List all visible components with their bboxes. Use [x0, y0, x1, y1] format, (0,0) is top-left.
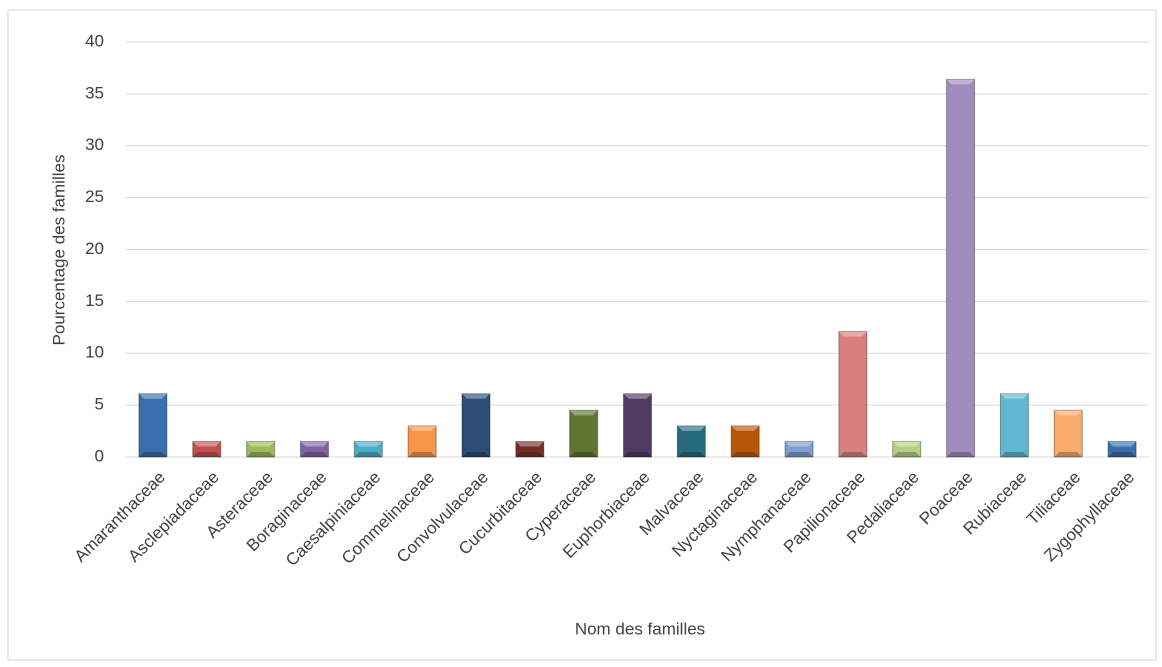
y-axis-label: Pourcentage des familles [49, 155, 68, 346]
bar [192, 440, 222, 458]
bar-bevel [192, 441, 221, 447]
bar [246, 440, 276, 458]
bar [730, 425, 760, 458]
bar-bevel [461, 393, 490, 399]
bar-bevel [785, 441, 814, 447]
y-tick-label: 10 [85, 343, 104, 362]
bar-bevel [892, 441, 921, 447]
bar [138, 393, 168, 458]
bar-bevel [838, 331, 867, 337]
bar [461, 393, 491, 458]
bar-bevel [677, 425, 706, 431]
bar-bevel [1054, 452, 1083, 457]
bar-bevel [138, 452, 167, 457]
bar [623, 393, 652, 458]
bar-bevel [246, 452, 275, 457]
bar-bevel [785, 452, 814, 457]
bar-bevel [623, 452, 652, 457]
bar [569, 409, 599, 458]
bar [676, 425, 706, 458]
bar-bevel [731, 425, 760, 431]
chart-border [7, 9, 1157, 661]
bar [353, 440, 383, 458]
bar-bevel [1000, 393, 1029, 399]
bar [299, 440, 329, 458]
bar-bevel [408, 425, 437, 431]
bar-bevel [569, 410, 598, 416]
bar-bevel [138, 393, 167, 399]
bar-bevel [354, 452, 383, 457]
bar-bevel [623, 393, 652, 399]
bar [946, 78, 976, 458]
bar [838, 330, 868, 458]
bar-bevel [838, 452, 867, 457]
bar-bevel [1000, 452, 1029, 457]
y-tick-label: 30 [85, 135, 104, 154]
bar [892, 440, 922, 458]
bar-bevel [569, 452, 598, 457]
bar-bevel [515, 452, 544, 457]
bar-bevel [300, 441, 329, 447]
bar-bevel [354, 441, 383, 447]
bar-bevel [1108, 452, 1137, 457]
bar-bevel [408, 452, 437, 457]
bar [999, 393, 1029, 458]
bar [1053, 409, 1083, 458]
y-tick-label: 15 [85, 291, 104, 310]
bar-bevel [946, 452, 975, 457]
bar-bevel [731, 452, 760, 457]
bar [1107, 440, 1137, 458]
bar-bevel [677, 452, 706, 457]
bar-bevel [1054, 410, 1083, 416]
y-tick-label: 40 [85, 31, 104, 50]
bar-bevel [515, 441, 544, 447]
bar-bevel [300, 452, 329, 457]
x-axis-label: Nom des familles [575, 619, 705, 638]
bar-bevel [246, 441, 275, 447]
bar-bevel [892, 452, 921, 457]
bar-bevel [192, 452, 221, 457]
y-tick-label: 25 [85, 187, 104, 206]
y-tick-label: 20 [85, 239, 104, 258]
bar [407, 425, 437, 458]
y-tick-label: 0 [95, 446, 104, 465]
bar-bevel [1108, 441, 1137, 447]
bar-bevel [946, 79, 975, 85]
bar [515, 440, 545, 458]
y-tick-label: 35 [85, 83, 104, 102]
bar [784, 440, 814, 458]
bar-bevel [461, 452, 490, 457]
y-tick-label: 5 [95, 395, 104, 414]
